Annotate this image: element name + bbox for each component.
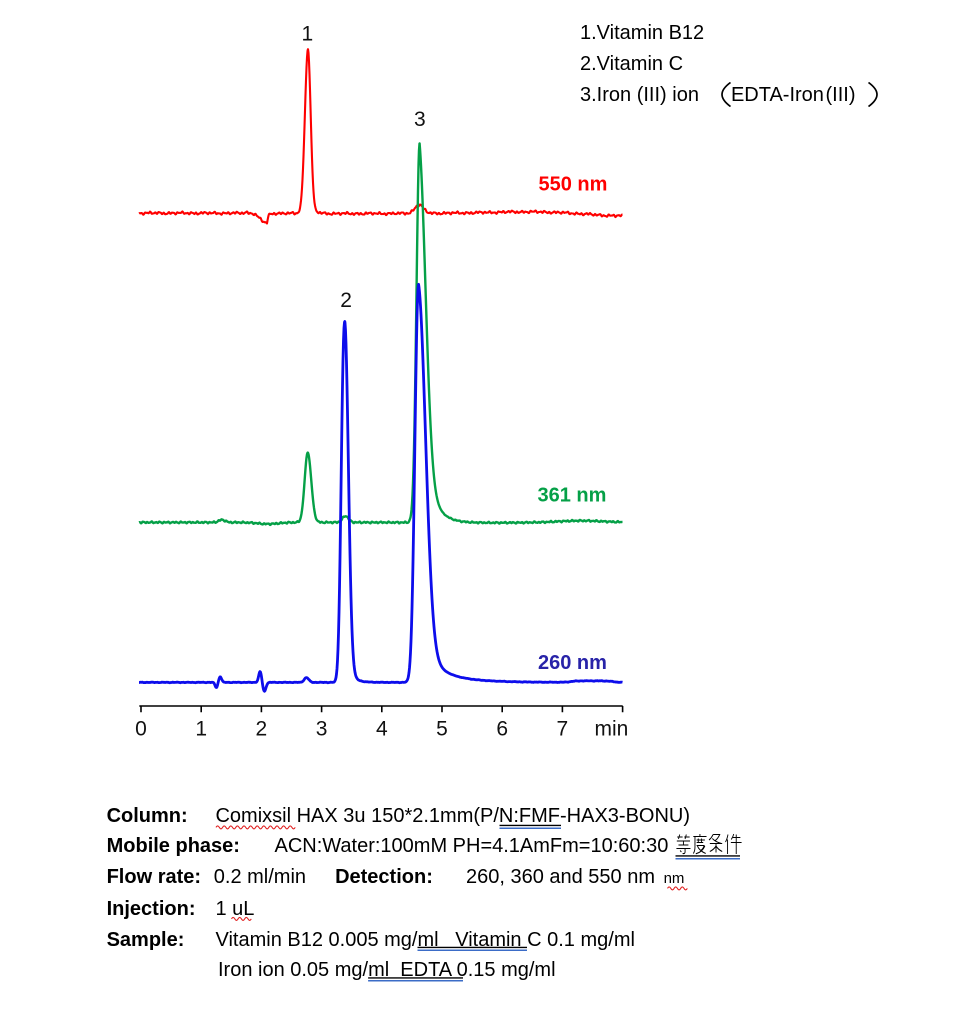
- svg-text:3: 3: [316, 717, 328, 740]
- svg-text:min: min: [595, 717, 629, 740]
- svg-text:550 nm: 550 nm: [539, 174, 608, 196]
- svg-text:6: 6: [496, 717, 508, 740]
- svg-text:4: 4: [376, 717, 388, 740]
- svg-text:2: 2: [256, 717, 268, 740]
- svg-text:1: 1: [302, 23, 314, 46]
- svg-text:2: 2: [340, 289, 352, 312]
- svg-text:3: 3: [414, 108, 426, 131]
- svg-text:7: 7: [557, 717, 569, 740]
- svg-text:0: 0: [135, 717, 147, 740]
- svg-text:361 nm: 361 nm: [538, 485, 607, 507]
- svg-text:5: 5: [436, 717, 448, 740]
- svg-text:260 nm: 260 nm: [538, 652, 607, 674]
- svg-text:1: 1: [195, 717, 207, 740]
